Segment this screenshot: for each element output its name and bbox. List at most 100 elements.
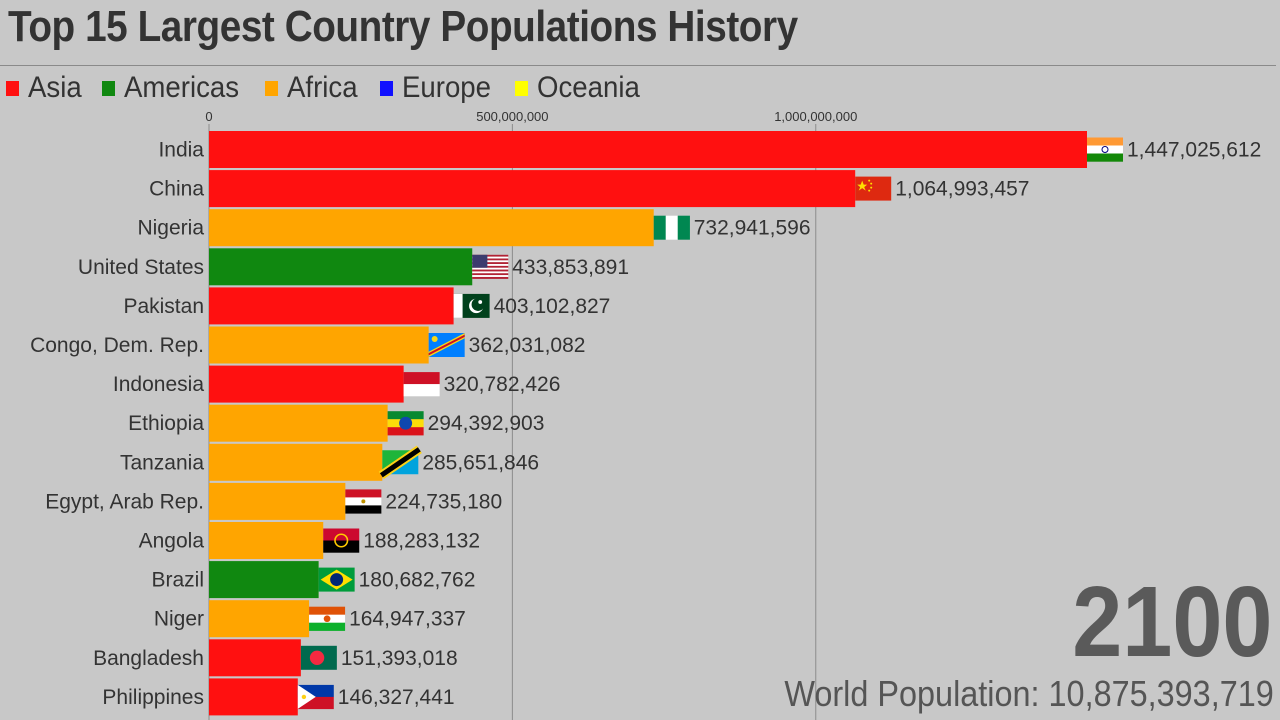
value-label: 403,102,827: [494, 295, 611, 318]
flag-emblem: [361, 499, 366, 504]
legend-label-europe: Europe: [402, 71, 492, 104]
legend-item-africa: Africa: [265, 71, 364, 105]
category-label: Ethiopia: [128, 412, 204, 435]
legend: Asia Americas Africa Europe Oceania: [6, 70, 665, 106]
value-label: 151,393,018: [341, 647, 458, 670]
value-label: 433,853,891: [512, 256, 629, 279]
flag-stripe: [472, 262, 509, 265]
legend-label-africa: Africa: [287, 71, 358, 104]
value-label: 180,682,762: [359, 569, 476, 592]
india-flag-icon: [1087, 137, 1123, 162]
bar-angola: [209, 522, 324, 559]
x-tick-label: 1,000,000,000: [774, 109, 857, 124]
flag-stripe: [1087, 137, 1123, 146]
bar-india: [209, 131, 1087, 168]
flag-stripe: [1087, 153, 1123, 162]
flag-stripe: [472, 265, 509, 268]
flag-stripe: [345, 489, 382, 498]
legend-label-asia: Asia: [28, 71, 82, 104]
flag-band: [379, 447, 421, 478]
flag-star: [857, 180, 868, 191]
flag-stripe: [345, 505, 382, 514]
legend-swatch-americas: [102, 80, 116, 96]
value-label: 224,735,180: [385, 490, 502, 513]
flag-sun: [301, 694, 307, 700]
niger-flag-icon: [309, 606, 346, 631]
flag-stripe: [472, 256, 509, 259]
category-label: Indonesia: [113, 373, 204, 396]
flag-star: [868, 189, 871, 192]
category-label: United States: [78, 256, 204, 279]
value-label: 1,447,025,612: [1127, 139, 1261, 162]
flag-stripe: [403, 372, 440, 385]
indonesia-flag-icon: [403, 372, 440, 397]
flag-star: [431, 336, 438, 342]
ethiopia-flag-icon: [387, 411, 424, 436]
category-label: Congo, Dem. Rep.: [30, 334, 204, 357]
flag-emblem: [334, 533, 349, 548]
world-population-value: 10,875,393,719: [1048, 673, 1274, 714]
legend-item-asia: Asia: [6, 71, 86, 105]
bar-united-states: [209, 248, 473, 286]
flag-hoist: [453, 293, 463, 318]
category-label: Angola: [139, 530, 205, 553]
flag-stripe: [653, 215, 666, 240]
bar-congo-dem-rep: [209, 326, 429, 364]
flag-triangle: [297, 684, 316, 709]
value-label: 362,031,082: [469, 334, 586, 357]
legend-swatch-oceania: [514, 80, 528, 96]
brazil-flag-icon: [318, 567, 355, 592]
title-divider: [0, 65, 1276, 66]
flag-stripe: [387, 427, 424, 436]
flag-stripe: [472, 275, 509, 278]
value-label: 146,327,441: [338, 686, 455, 709]
flag-disc: [309, 650, 325, 665]
angola-flag-icon: [323, 528, 360, 553]
category-label: Nigeria: [137, 217, 204, 240]
legend-swatch-africa: [265, 80, 279, 96]
value-label: 285,651,846: [422, 451, 539, 474]
bar-ethiopia: [209, 404, 388, 442]
flag-emblem: [399, 416, 413, 430]
category-label: Philippines: [102, 686, 204, 709]
value-label: 1,064,993,457: [895, 178, 1029, 201]
legend-item-americas: Americas: [102, 71, 249, 105]
category-label: Egypt, Arab Rep.: [45, 490, 204, 513]
tanzania-flag-icon: [378, 445, 422, 480]
bar-brazil: [209, 561, 319, 599]
category-label: Brazil: [151, 569, 204, 592]
bar-egypt-arab-rep: [209, 482, 346, 520]
legend-item-europe: Europe: [380, 71, 499, 105]
bar-philippines: [209, 678, 298, 716]
legend-label-oceania: Oceania: [536, 71, 640, 104]
bar-indonesia: [209, 365, 404, 403]
bar-tanzania: [209, 443, 383, 481]
flag-canton: [472, 254, 488, 268]
flag-stripe: [309, 606, 346, 615]
bar-nigeria: [209, 209, 654, 247]
legend-label-americas: Americas: [124, 71, 240, 104]
flag-star: [868, 179, 871, 182]
bar-niger: [209, 600, 310, 638]
flag-stripe: [472, 260, 509, 263]
category-label: Bangladesh: [93, 647, 204, 670]
flag-stripe: [472, 276, 509, 279]
flag-star: [870, 186, 873, 189]
value-label: 164,947,337: [349, 608, 466, 631]
flag-star: [870, 182, 873, 185]
flag-stripe: [472, 267, 509, 270]
drc-flag-icon: [428, 333, 465, 357]
value-label: 320,782,426: [444, 373, 561, 396]
flag-stripe: [403, 384, 440, 397]
world-population-label: World Population:: [784, 673, 1040, 714]
egypt-flag-icon: [345, 489, 382, 514]
value-label: 294,392,903: [428, 412, 545, 435]
nigeria-flag-icon: [653, 215, 690, 240]
x-tick-label: 0: [205, 109, 212, 124]
bar-bangladesh: [209, 639, 301, 677]
world-population: World Population: 10,875,393,719: [785, 676, 1274, 712]
chart-title: Top 15 Largest Country Populations Histo…: [8, 2, 798, 51]
x-tick-label: 500,000,000: [476, 109, 548, 124]
